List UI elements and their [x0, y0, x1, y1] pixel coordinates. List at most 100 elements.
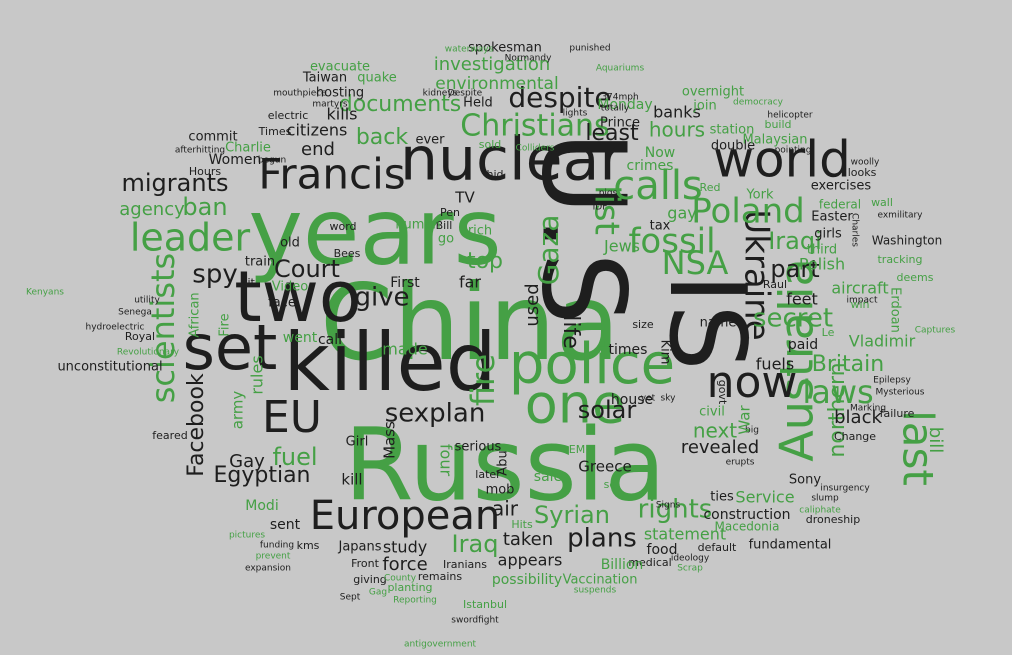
- word: serious: [455, 440, 502, 455]
- word: Iranians: [443, 558, 487, 571]
- word: train: [245, 255, 275, 270]
- word: Macedonia: [715, 520, 780, 534]
- word: possibility: [492, 572, 562, 588]
- word: later: [475, 468, 501, 481]
- word: spy: [192, 260, 237, 290]
- word: Iraqi: [768, 227, 822, 255]
- word: tax: [650, 219, 671, 234]
- word: 374mph: [601, 93, 638, 103]
- word: gay: [667, 204, 696, 223]
- word: face: [268, 296, 296, 311]
- word: Francis: [258, 150, 405, 199]
- word: kit: [241, 276, 255, 289]
- word: house: [611, 392, 653, 408]
- word: fuels: [756, 355, 794, 374]
- word: Ukraine: [737, 209, 777, 340]
- word: agency: [119, 199, 185, 220]
- word: aircraft: [831, 279, 888, 298]
- word: ties: [710, 490, 734, 505]
- word: top: [467, 249, 503, 274]
- word: part: [770, 255, 819, 283]
- word: Service: [735, 488, 794, 507]
- word: far: [459, 273, 481, 292]
- word: statement: [644, 525, 726, 544]
- word: sent: [270, 517, 301, 533]
- word: NSA: [662, 244, 729, 282]
- word: study: [383, 538, 427, 557]
- word: air: [492, 497, 519, 521]
- word: end: [301, 139, 335, 160]
- word: overnight: [682, 85, 744, 100]
- word: Gay: [229, 451, 265, 472]
- word: Reporting: [393, 596, 437, 606]
- word: laws: [802, 373, 873, 411]
- word: sexplan: [385, 399, 486, 429]
- word: ban: [182, 193, 227, 221]
- word: bill: [925, 427, 946, 453]
- word: planting: [387, 581, 432, 594]
- word: world: [713, 131, 851, 189]
- word: construction: [703, 507, 790, 523]
- word: pointing: [775, 146, 812, 156]
- word: third: [807, 243, 837, 258]
- word: Christians: [460, 109, 609, 144]
- word: Epilepsy: [873, 376, 911, 386]
- word: commit: [188, 130, 237, 145]
- word: Le: [822, 326, 835, 339]
- word: join: [692, 99, 716, 114]
- word: suspends: [574, 586, 617, 596]
- word: Gaza: [532, 215, 565, 286]
- word: Billion: [601, 557, 644, 573]
- word: four: [437, 444, 456, 477]
- word: EU: [262, 392, 322, 443]
- word: give: [354, 283, 409, 313]
- word: lights: [563, 109, 588, 119]
- word: Mysterious: [876, 388, 925, 398]
- word: scientists: [144, 253, 182, 403]
- word: punished: [569, 44, 610, 54]
- word: citizens: [287, 121, 348, 140]
- word: Video: [272, 280, 308, 295]
- word: Monday: [597, 97, 652, 113]
- word: word: [329, 220, 356, 233]
- word: govt: [716, 380, 729, 405]
- word: rules: [248, 355, 267, 394]
- word: one: [525, 373, 626, 436]
- word: prevent: [256, 552, 291, 562]
- word: ideology: [671, 554, 710, 564]
- word: Russia: [344, 406, 666, 523]
- word: go: [438, 232, 454, 247]
- word: quake: [357, 71, 397, 86]
- word: Erdoan: [888, 287, 903, 333]
- word: Times: [258, 125, 292, 138]
- word: Malaysian: [742, 133, 807, 148]
- word: nuclear: [400, 125, 624, 195]
- word: Greece: [578, 458, 631, 476]
- word: Aquariums: [596, 64, 645, 74]
- word: electric: [268, 109, 309, 122]
- word: Abu: [496, 450, 511, 475]
- word: Now: [645, 145, 676, 161]
- word: expansion: [245, 564, 291, 574]
- word: Revolutionary: [117, 348, 180, 358]
- word: Washington: [872, 234, 943, 248]
- word: hours: [649, 118, 705, 142]
- word: now: [707, 357, 798, 408]
- word: Hours: [189, 165, 221, 178]
- word: civil: [699, 405, 725, 420]
- word: Egyptian: [213, 463, 310, 488]
- word: wall: [871, 196, 893, 209]
- word: killed: [283, 316, 496, 409]
- word: Despite: [448, 89, 483, 99]
- word: build: [764, 118, 791, 131]
- word: calls: [613, 163, 703, 209]
- word: Australia: [770, 258, 824, 461]
- word: looks: [848, 166, 877, 179]
- word: fundamental: [749, 538, 832, 553]
- word: rights: [638, 495, 713, 525]
- word: Marking: [850, 404, 886, 414]
- word: fire: [464, 354, 502, 406]
- word: double: [711, 139, 755, 154]
- word: taken: [503, 529, 553, 550]
- word: black: [834, 407, 882, 428]
